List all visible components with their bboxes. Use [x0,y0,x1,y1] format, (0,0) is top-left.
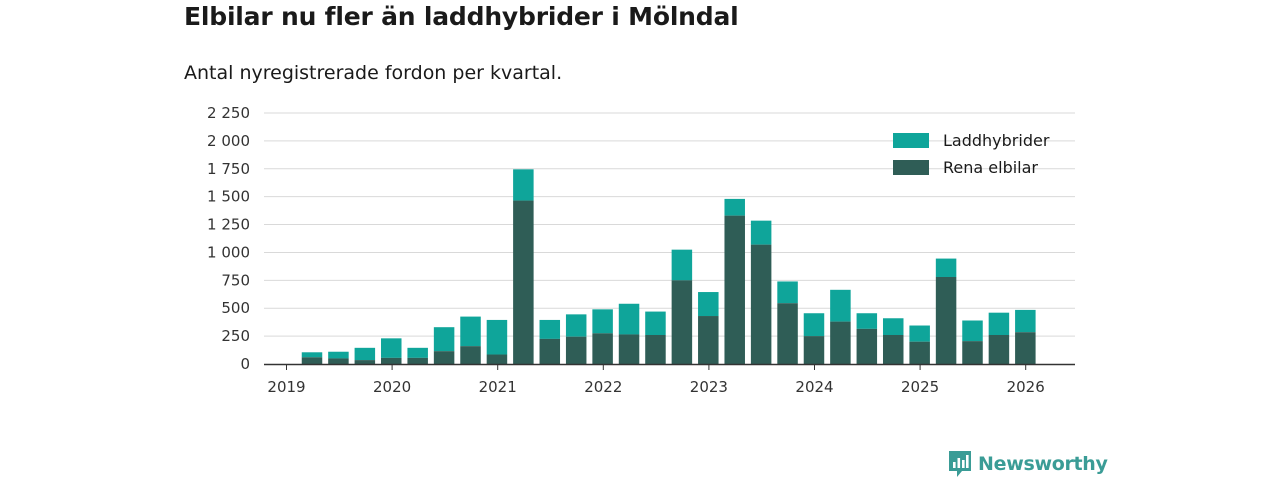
bars [301,169,1036,364]
bar-rena-elbilar [909,341,930,364]
bar-rena-elbilar [962,341,983,364]
bar-laddhybrider [803,313,825,337]
bar-rena-elbilar [882,334,904,364]
y-axis-ticks: 0 250 500 750 1 000 1 250 1 500 1 750 2 000 2 250 [207,104,250,373]
bar-laddhybrider [592,309,613,334]
bar-rena-elbilar [803,336,825,364]
legend-label-rena-elbilar: Rena elbilar [943,158,1038,177]
bar-rena-elbilar [486,354,508,364]
y-tick-label: 1 250 [207,216,250,234]
bar-rena-elbilar [565,336,587,364]
bar-laddhybrider [698,292,719,317]
bar-laddhybrider [935,258,957,277]
bar-rena-elbilar [671,280,693,364]
bar-laddhybrider [909,325,930,342]
y-tick-label: 0 [240,355,250,373]
bar-laddhybrider [433,327,455,352]
bar-laddhybrider [988,312,1010,335]
bar-laddhybrider [830,289,851,322]
bar-rena-elbilar [460,346,481,364]
bar-laddhybrider [618,303,640,335]
x-tick-label: 2026 [1007,378,1045,396]
chart-title: Elbilar nu fler än laddhybrider i Mölnda… [184,2,739,31]
newsworthy-logo-icon [949,451,971,477]
y-tick-label: 2 250 [207,104,250,122]
bar-rena-elbilar [724,215,745,364]
x-tick-label: 2023 [690,378,728,396]
y-tick-label: 1 500 [207,188,250,206]
y-tick-label: 1 000 [207,243,250,261]
y-tick-label: 500 [221,299,250,317]
bar-laddhybrider [513,169,534,201]
legend-label-laddhybrider: Laddhybrider [943,131,1050,150]
bar-rena-elbilar [935,276,957,364]
y-tick-label: 1 750 [207,160,250,178]
chart-subtitle: Antal nyregistrerade fordon per kvartal. [184,62,563,84]
bar-laddhybrider [671,249,693,281]
bar-rena-elbilar [1015,332,1036,364]
x-tick-label: 2025 [901,378,939,396]
x-tick-label: 2024 [795,378,833,396]
bar-laddhybrider [539,319,561,339]
bar-laddhybrider [486,319,508,355]
x-tick-label: 2019 [267,378,305,396]
bar-laddhybrider [645,311,666,335]
bar-laddhybrider [381,338,402,358]
brand-name: Newsworthy [978,453,1108,475]
y-tick-label: 2 000 [207,132,250,150]
bar-rena-elbilar [328,358,349,364]
legend: Laddhybrider Rena elbilar [893,131,1050,177]
bar-laddhybrider [354,347,376,361]
legend-swatch-rena-elbilar [893,160,929,175]
x-axis-ticks: 2019 2020 2021 2022 2023 2024 2025 2026 [267,364,1045,396]
bar-rena-elbilar [830,321,851,364]
bar-laddhybrider [882,318,904,335]
y-tick-label: 250 [221,327,250,345]
bar-rena-elbilar [750,244,772,364]
bar-rena-elbilar [988,334,1010,364]
x-tick-label: 2020 [373,378,411,396]
bar-rena-elbilar [698,316,719,364]
bar-laddhybrider [407,347,428,358]
bar-rena-elbilar [513,200,534,364]
bar-rena-elbilar [381,357,402,364]
bar-laddhybrider [1015,309,1036,333]
bar-laddhybrider [856,313,878,329]
x-tick-label: 2022 [584,378,622,396]
bar-laddhybrider [750,220,772,245]
bar-laddhybrider [724,198,745,216]
bar-laddhybrider [460,316,481,347]
bar-rena-elbilar [433,351,455,364]
brand-logo: Newsworthy [948,450,1108,478]
bar-laddhybrider [301,352,323,358]
bar-rena-elbilar [618,334,640,364]
bar-rena-elbilar [856,328,878,364]
bar-rena-elbilar [407,357,428,364]
bar-laddhybrider [777,281,798,304]
bar-rena-elbilar [592,333,613,364]
bar-laddhybrider [962,320,983,342]
bar-rena-elbilar [645,334,666,364]
bar-laddhybrider [328,351,349,359]
bar-rena-elbilar [539,338,561,364]
x-tick-label: 2021 [479,378,517,396]
bar-rena-elbilar [777,303,798,364]
bar-rena-elbilar [301,357,323,364]
y-tick-label: 750 [221,271,250,289]
legend-swatch-laddhybrider [893,133,929,148]
bar-rena-elbilar [354,360,376,364]
bar-laddhybrider [565,314,587,337]
chart-area: 0 250 500 750 1 000 1 250 1 500 1 750 2 000 2 250… [207,104,1075,396]
